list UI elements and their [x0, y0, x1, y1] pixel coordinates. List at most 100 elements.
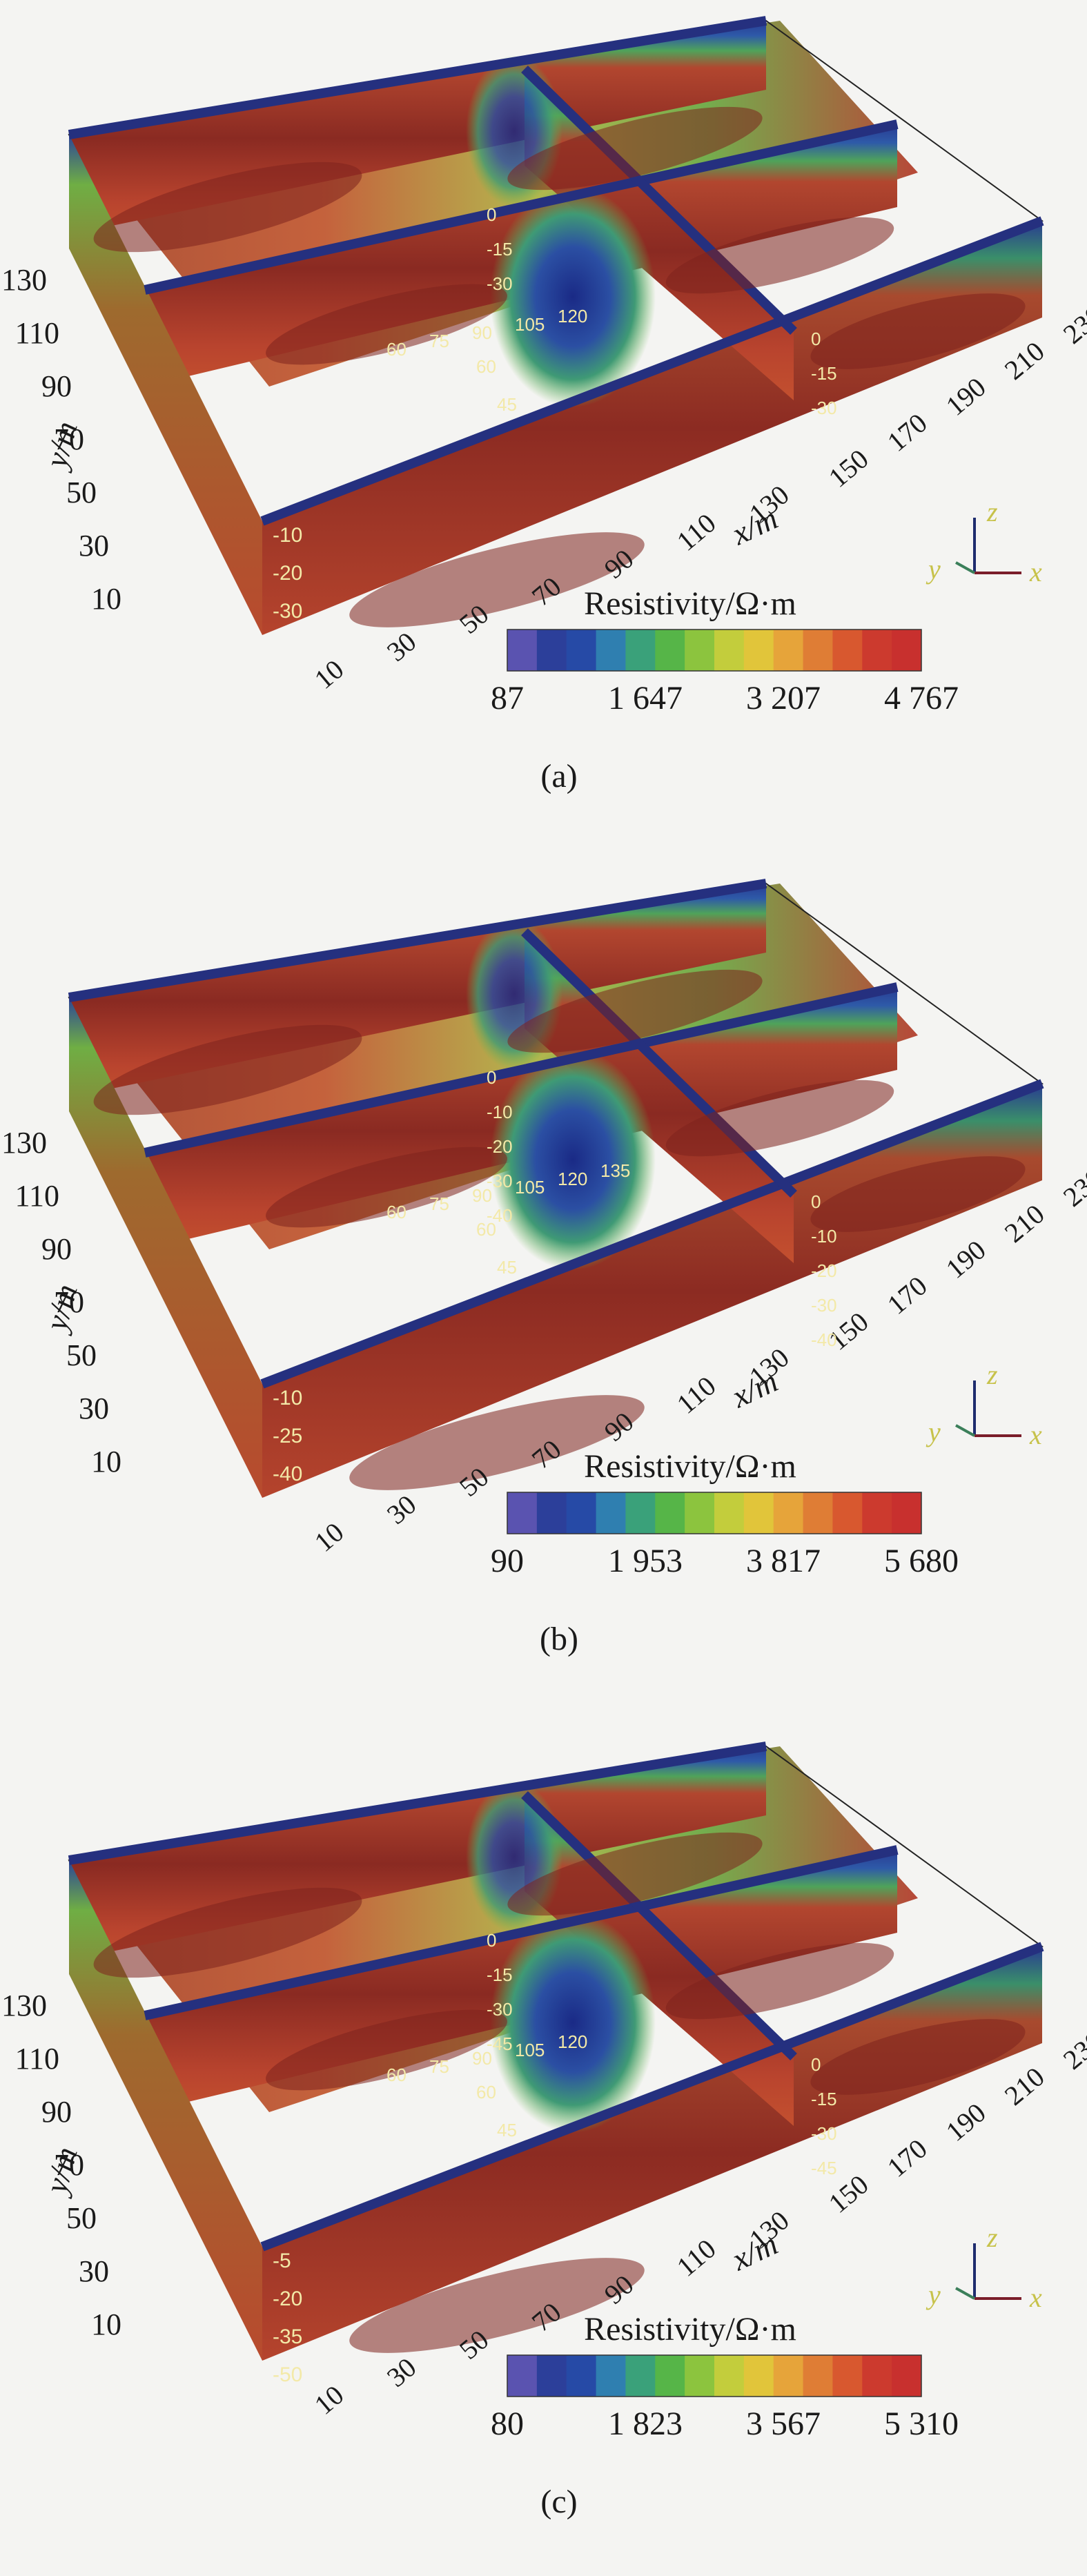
depth-tick-front: -10	[273, 1387, 302, 1409]
depth-tick-front: -10	[273, 524, 302, 547]
y-axis-label: y/m	[37, 1280, 84, 1336]
depth-tick-right: -30	[811, 2123, 837, 2144]
y-tick-label: 30	[79, 529, 109, 563]
anomaly-body	[490, 186, 656, 407]
depth-tick-right: -30	[811, 1295, 837, 1316]
inner-x-tick: 60	[386, 2065, 407, 2085]
colorbar-swatch	[892, 630, 922, 671]
triad-y-line	[955, 1424, 975, 1437]
colorbar-swatch	[862, 2355, 892, 2397]
colorbar-swatch	[832, 1492, 863, 1534]
y-tick-label: 70	[54, 1285, 84, 1319]
y-tick-label: 70	[54, 422, 84, 456]
y-tick-label: 90	[41, 2095, 72, 2129]
depth-tick-front: -50	[273, 2363, 302, 2386]
depth-tick-right: -45	[811, 2158, 837, 2178]
colorbar-swatch	[685, 1492, 715, 1534]
colorbar-swatch	[714, 1492, 745, 1534]
x-tick-label: 210	[999, 2061, 1050, 2111]
colorbar-swatch	[743, 2355, 774, 2397]
colorbar-tick-label: 3 207	[746, 680, 821, 716]
colorbar-swatch	[655, 1492, 685, 1534]
y-tick-label: 110	[15, 2042, 59, 2076]
colorbar-tick-label: 5 310	[884, 2406, 959, 2442]
x-tick-label: 150	[823, 443, 874, 494]
panel-0: 1301109070503010y/m103050709011013015017…	[1, 16, 1087, 794]
triad-y-label: y	[926, 554, 941, 585]
section-lobe-2	[266, 284, 507, 365]
colorbar-swatch	[655, 2355, 685, 2397]
section-lobe-1	[507, 1832, 763, 1916]
section-front	[262, 1946, 1042, 2361]
colorbar-swatch	[862, 1492, 892, 1534]
x-tick-label: 10	[309, 1516, 350, 1558]
inner-x-tick: 120	[558, 306, 587, 326]
inner-x-tick: 90	[472, 2048, 492, 2069]
depth-tick-right: -40	[811, 1329, 837, 1350]
colorbar-swatch	[507, 1492, 538, 1534]
section-lobe-3	[665, 1942, 894, 2020]
triad-z-label: z	[986, 496, 998, 527]
axes-triad: zx y	[926, 496, 1042, 587]
colorbar-swatch	[862, 630, 892, 671]
colorbar-tick-label: 90	[491, 1543, 524, 1579]
x-tick-label: 230	[1057, 2025, 1087, 2076]
axes-triad: zx y	[926, 1359, 1042, 1450]
colorbar-swatch	[507, 2355, 538, 2397]
y-tick-label: 70	[54, 2148, 84, 2182]
colorbar-tick-label: 3 567	[746, 2406, 821, 2442]
x-tick-label: 230	[1057, 1162, 1087, 1213]
depth-tick-front: -20	[273, 2287, 302, 2310]
inner-x-tick: 105	[515, 314, 545, 335]
x-tick-label: 30	[381, 626, 422, 667]
section-top-strip-2	[260, 1079, 1044, 1389]
colorbar-swatch	[566, 1492, 597, 1534]
depth-tick-right: 0	[811, 2054, 821, 2075]
section-lobe-1	[507, 106, 763, 191]
inner-x-tick: 60	[386, 339, 407, 360]
colorbar-swatch	[832, 2355, 863, 2397]
x-tick-label: 110	[671, 507, 722, 557]
colorbar-swatch	[655, 630, 685, 671]
depth-tick-middle: -30	[487, 1171, 513, 1191]
section-left	[69, 135, 262, 635]
colorbar-swatch	[743, 630, 774, 671]
y-tick-label: 10	[91, 2307, 121, 2341]
x-tick-label: 210	[999, 335, 1050, 386]
colorbar-swatch	[536, 630, 567, 671]
depth-tick-right: -20	[811, 1260, 837, 1281]
colorbar-tick-label: 1 953	[608, 1543, 683, 1579]
panel-caption: (c)	[540, 2484, 577, 2520]
x-tick-label: 170	[881, 2133, 933, 2183]
colorbar-swatch	[685, 630, 715, 671]
y-axis-label: y/m	[37, 418, 84, 474]
depth-tick-middle: -15	[487, 1964, 513, 1985]
section-lobe-0	[93, 1024, 362, 1115]
y-tick-label: 10	[91, 1445, 121, 1479]
axes-triad: zx y	[926, 2222, 1042, 2313]
y-tick-label: 50	[66, 1338, 97, 1372]
inner-y-tick: 60	[476, 1219, 496, 1240]
colorbar-swatch	[892, 1492, 922, 1534]
colorbar-swatch	[892, 2355, 922, 2397]
depth-tick-right: 0	[811, 1191, 821, 1212]
colorbar-title: Resistivity/Ω·m	[584, 1448, 796, 1485]
section-lobe-2	[266, 1146, 507, 1228]
inner-x-tick: 90	[472, 322, 492, 343]
section-lobe-5	[810, 2019, 1026, 2095]
depth-tick-right: -15	[811, 363, 837, 384]
section-lobe-4	[349, 1395, 645, 1490]
colorbar-title: Resistivity/Ω·m	[584, 585, 796, 622]
x-tick-label: 30	[381, 2352, 422, 2393]
x-tick-label: 110	[671, 2233, 722, 2283]
y-tick-label: 130	[1, 1126, 47, 1160]
section-lobe-4	[349, 2258, 645, 2353]
depth-tick-middle: 0	[487, 1930, 496, 1951]
inner-x-tick: 105	[515, 2040, 545, 2060]
section-left	[69, 997, 262, 1498]
triad-x-label: x	[1029, 1419, 1042, 1450]
colorbar-swatch	[773, 630, 804, 671]
triad-x-label: x	[1029, 2282, 1042, 2313]
section-front	[262, 221, 1042, 635]
depth-tick-right: -30	[811, 398, 837, 418]
